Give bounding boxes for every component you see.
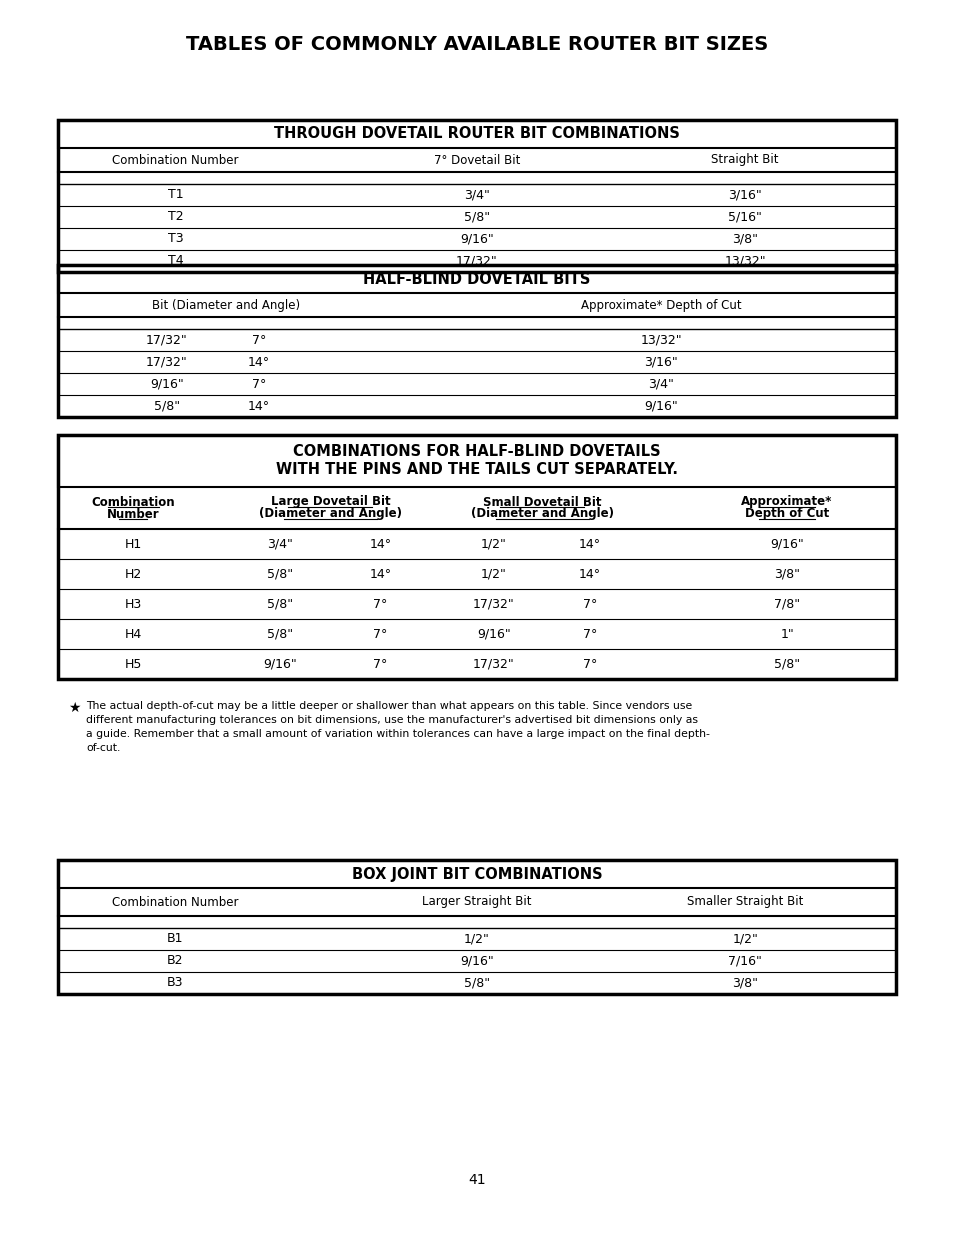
Text: T1: T1 (168, 189, 183, 201)
Text: Smaller Straight Bit: Smaller Straight Bit (686, 895, 802, 909)
Text: 5/8": 5/8" (463, 210, 490, 224)
Text: 7°: 7° (373, 657, 388, 671)
Text: 41: 41 (468, 1173, 485, 1187)
Text: Combination Number: Combination Number (112, 895, 238, 909)
Text: H4: H4 (125, 627, 142, 641)
Text: a guide. Remember that a small amount of variation within tolerances can have a : a guide. Remember that a small amount of… (86, 729, 709, 739)
Text: T2: T2 (168, 210, 183, 224)
Text: 7/8": 7/8" (773, 598, 800, 610)
Text: 3/4": 3/4" (267, 537, 293, 551)
Text: 3/8": 3/8" (731, 232, 758, 246)
Text: 3/16": 3/16" (644, 356, 678, 368)
Text: 9/16": 9/16" (459, 955, 494, 967)
Text: THROUGH DOVETAIL ROUTER BIT COMBINATIONS: THROUGH DOVETAIL ROUTER BIT COMBINATIONS (274, 126, 679, 142)
Text: 7°: 7° (373, 627, 388, 641)
Text: B2: B2 (167, 955, 183, 967)
Text: HALF-BLIND DOVETAIL BITS: HALF-BLIND DOVETAIL BITS (363, 272, 590, 287)
Text: 14°: 14° (369, 568, 392, 580)
Text: COMBINATIONS FOR HALF-BLIND DOVETAILS: COMBINATIONS FOR HALF-BLIND DOVETAILS (293, 445, 660, 459)
Text: 5/16": 5/16" (727, 210, 761, 224)
Text: 7°: 7° (582, 598, 597, 610)
Text: ★: ★ (68, 701, 80, 715)
Text: 14°: 14° (578, 568, 600, 580)
Text: Bit (Diameter and Angle): Bit (Diameter and Angle) (152, 299, 299, 311)
Text: of-cut.: of-cut. (86, 743, 120, 753)
Text: different manufacturing tolerances on bit dimensions, use the manufacturer's adv: different manufacturing tolerances on bi… (86, 715, 698, 725)
Text: 5/8": 5/8" (773, 657, 800, 671)
Text: 1/2": 1/2" (732, 932, 758, 946)
Bar (58, 266, 895, 417)
Text: 14°: 14° (248, 399, 270, 412)
Text: 5/8": 5/8" (267, 568, 293, 580)
Text: 7°: 7° (373, 598, 388, 610)
Text: 7°: 7° (252, 333, 266, 347)
Text: 7°: 7° (582, 627, 597, 641)
Bar (58, 120, 895, 148)
Bar (58, 860, 895, 994)
Text: (Diameter and Angle): (Diameter and Angle) (258, 508, 401, 520)
Text: 13/32": 13/32" (639, 333, 681, 347)
Text: 3/4": 3/4" (463, 189, 490, 201)
Text: 1/2": 1/2" (480, 537, 506, 551)
Text: 5/8": 5/8" (267, 627, 293, 641)
Text: 1/2": 1/2" (463, 932, 490, 946)
Text: 17/32": 17/32" (456, 254, 497, 268)
Text: 3/4": 3/4" (648, 378, 674, 390)
Bar (58, 120, 895, 272)
Text: 17/32": 17/32" (146, 356, 188, 368)
Bar (58, 435, 895, 487)
Text: Combination: Combination (91, 495, 175, 509)
Text: 3/8": 3/8" (731, 977, 758, 989)
Text: H2: H2 (125, 568, 142, 580)
Text: BOX JOINT BIT COMBINATIONS: BOX JOINT BIT COMBINATIONS (352, 867, 601, 882)
Text: 1": 1" (780, 627, 793, 641)
Text: 1/2": 1/2" (480, 568, 506, 580)
Text: 14°: 14° (369, 537, 392, 551)
Text: B1: B1 (167, 932, 183, 946)
Text: Depth of Cut: Depth of Cut (744, 508, 828, 520)
Text: H3: H3 (125, 598, 142, 610)
Bar (58, 266, 895, 293)
Text: Combination Number: Combination Number (112, 153, 238, 167)
Text: 14°: 14° (248, 356, 270, 368)
Text: 9/16": 9/16" (459, 232, 494, 246)
Text: T3: T3 (168, 232, 183, 246)
Text: 3/16": 3/16" (727, 189, 761, 201)
Text: Large Dovetail Bit: Large Dovetail Bit (271, 495, 390, 509)
Text: 17/32": 17/32" (473, 657, 514, 671)
Text: 5/8": 5/8" (153, 399, 180, 412)
Text: 3/8": 3/8" (773, 568, 800, 580)
Text: 9/16": 9/16" (644, 399, 678, 412)
Text: 9/16": 9/16" (150, 378, 184, 390)
Text: Approximate*: Approximate* (740, 495, 832, 509)
Text: 7° Dovetail Bit: 7° Dovetail Bit (434, 153, 519, 167)
Text: B3: B3 (167, 977, 183, 989)
Text: 14°: 14° (578, 537, 600, 551)
Text: 5/8": 5/8" (463, 977, 490, 989)
Bar (58, 860, 895, 888)
Text: 17/32": 17/32" (146, 333, 188, 347)
Text: Straight Bit: Straight Bit (711, 153, 778, 167)
Text: (Diameter and Angle): (Diameter and Angle) (471, 508, 613, 520)
Text: H1: H1 (125, 537, 142, 551)
Text: T4: T4 (168, 254, 183, 268)
Text: Small Dovetail Bit: Small Dovetail Bit (482, 495, 601, 509)
Text: 7°: 7° (252, 378, 266, 390)
Text: 9/16": 9/16" (769, 537, 803, 551)
Text: 5/8": 5/8" (267, 598, 293, 610)
Text: 13/32": 13/32" (723, 254, 765, 268)
Text: TABLES OF COMMONLY AVAILABLE ROUTER BIT SIZES: TABLES OF COMMONLY AVAILABLE ROUTER BIT … (186, 36, 767, 54)
Text: H5: H5 (125, 657, 142, 671)
Text: The actual depth-of-cut may be a little deeper or shallower than what appears on: The actual depth-of-cut may be a little … (86, 701, 692, 711)
Text: WITH THE PINS AND THE TAILS CUT SEPARATELY.: WITH THE PINS AND THE TAILS CUT SEPARATE… (275, 462, 678, 478)
Text: 7/16": 7/16" (727, 955, 761, 967)
Bar (58, 435, 895, 679)
Text: Larger Straight Bit: Larger Straight Bit (422, 895, 531, 909)
Text: Approximate* Depth of Cut: Approximate* Depth of Cut (580, 299, 740, 311)
Text: Number: Number (107, 508, 159, 520)
Text: 9/16": 9/16" (476, 627, 510, 641)
Text: 17/32": 17/32" (473, 598, 514, 610)
Text: 9/16": 9/16" (263, 657, 296, 671)
Text: 7°: 7° (582, 657, 597, 671)
